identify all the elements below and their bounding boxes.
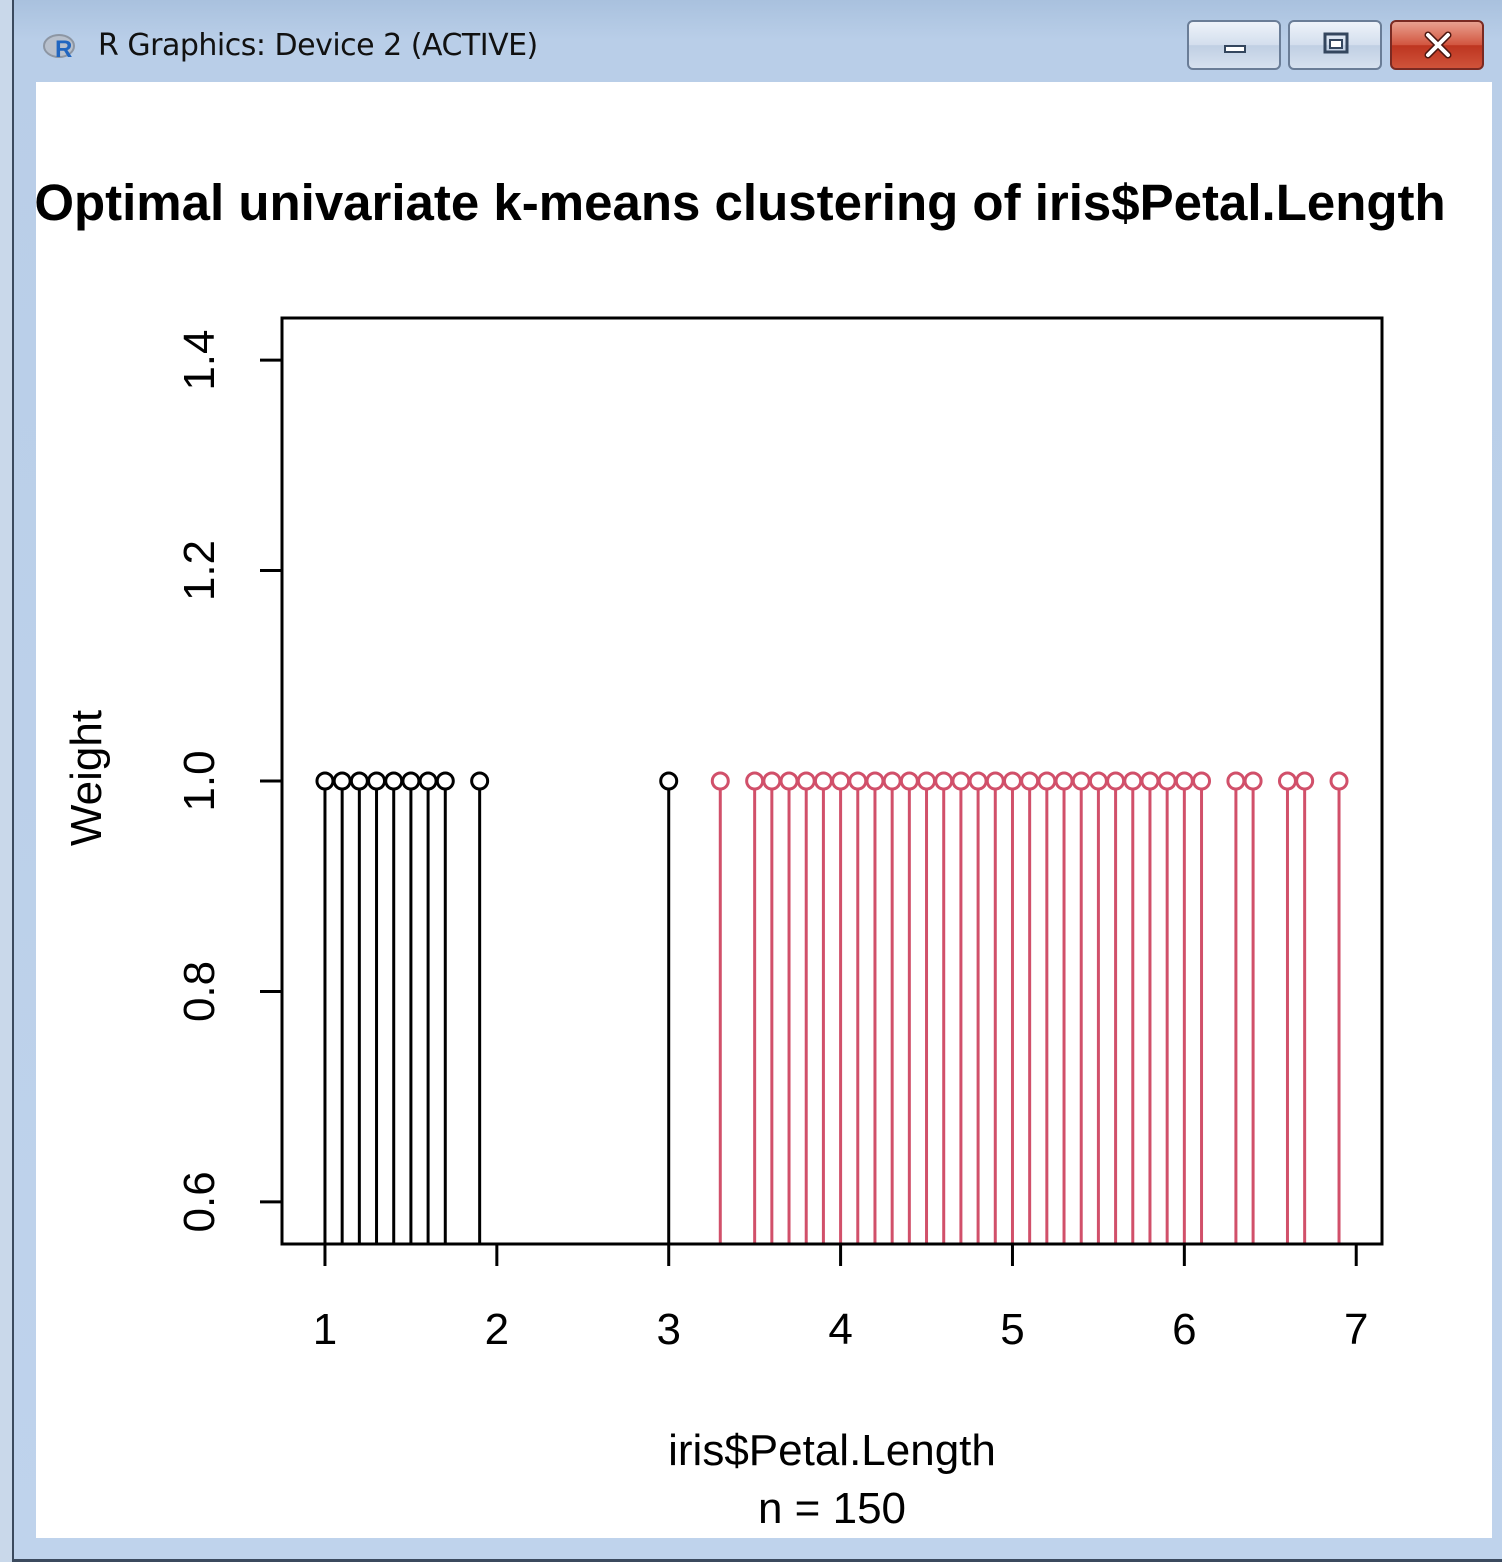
y-tick-label-2: 1.0: [175, 750, 224, 811]
point-2-5: [813, 771, 833, 791]
x-tick-label-5: 6: [1172, 1305, 1196, 1354]
point-2-19: [1054, 771, 1074, 791]
point-2-13: [951, 771, 971, 791]
point-2-21: [1088, 771, 1108, 791]
maximize-button[interactable]: [1288, 20, 1382, 70]
point-2-2: [762, 771, 782, 791]
point-1-0: [315, 771, 335, 791]
title-bar[interactable]: R R Graphics: Device 2 (ACTIVE): [14, 0, 1502, 82]
point-2-9: [882, 771, 902, 791]
point-2-0: [710, 771, 730, 791]
y-axis: 0.6 0.8 1.0 1.2 1.4: [175, 330, 282, 1232]
y-tick-label-4: 1.4: [175, 330, 224, 391]
point-2-28: [1226, 771, 1246, 791]
window-title: R Graphics: Device 2 (ACTIVE): [98, 28, 538, 63]
plot-area: Optimal univariate k-means clustering of…: [36, 82, 1492, 1538]
x-tick-label-6: 7: [1344, 1305, 1368, 1354]
point-2-6: [831, 771, 851, 791]
point-2-10: [899, 771, 919, 791]
point-1-3: [367, 771, 387, 791]
lollipop-chart: Optimal univariate k-means clustering of…: [36, 174, 1446, 1533]
point-2-16: [1002, 771, 1022, 791]
point-2-31: [1295, 771, 1315, 791]
x-tick-label-4: 5: [1000, 1305, 1024, 1354]
point-2-8: [865, 771, 885, 791]
point-2-30: [1277, 771, 1297, 791]
subtitle: n = 150: [758, 1484, 906, 1533]
x-tick-label-0: 1: [313, 1305, 337, 1354]
point-2-32: [1329, 771, 1349, 791]
point-1-1: [332, 771, 352, 791]
y-tick-label-1: 0.8: [175, 961, 224, 1022]
point-1-9: [659, 771, 679, 791]
point-2-7: [848, 771, 868, 791]
x-tick-label-1: 2: [485, 1305, 509, 1354]
x-axis: 1 2 3 4 5 6 7: [313, 1244, 1368, 1354]
point-2-1: [745, 771, 765, 791]
r-graphics-window: R R Graphics: Device 2 (ACTIVE) Optimal …: [12, 0, 1502, 1562]
point-2-20: [1071, 771, 1091, 791]
point-2-23: [1123, 771, 1143, 791]
point-2-15: [985, 771, 1005, 791]
point-2-26: [1174, 771, 1194, 791]
y-tick-label-0: 0.6: [175, 1171, 224, 1232]
restore-icon: [1323, 32, 1349, 54]
point-2-17: [1020, 771, 1040, 791]
point-2-29: [1243, 771, 1263, 791]
chart-title: Optimal univariate k-means clustering of…: [36, 174, 1446, 231]
point-2-22: [1106, 771, 1126, 791]
point-2-4: [796, 771, 816, 791]
stems-layer: [323, 789, 1341, 1244]
point-2-24: [1140, 771, 1160, 791]
close-button[interactable]: [1390, 20, 1484, 70]
close-icon: [1424, 31, 1452, 59]
points-layer: [315, 771, 1349, 791]
minimize-icon: [1224, 45, 1246, 53]
point-2-3: [779, 771, 799, 791]
point-2-11: [917, 771, 937, 791]
point-2-14: [968, 771, 988, 791]
y-tick-label-3: 1.2: [175, 540, 224, 601]
minimize-button[interactable]: [1187, 20, 1281, 70]
point-1-4: [384, 771, 404, 791]
point-1-5: [401, 771, 421, 791]
r-logo-icon: R: [43, 34, 75, 63]
point-1-6: [418, 771, 438, 791]
point-2-18: [1037, 771, 1057, 791]
x-tick-label-2: 3: [656, 1305, 680, 1354]
point-1-2: [349, 771, 369, 791]
x-tick-label-3: 4: [828, 1305, 852, 1354]
svg-text:R: R: [55, 36, 72, 63]
x-axis-label: iris$Petal.Length: [668, 1426, 996, 1475]
point-2-27: [1192, 771, 1212, 791]
point-1-8: [470, 771, 490, 791]
y-axis-label: Weight: [62, 710, 111, 846]
point-1-7: [435, 771, 455, 791]
point-2-12: [934, 771, 954, 791]
point-2-25: [1157, 771, 1177, 791]
